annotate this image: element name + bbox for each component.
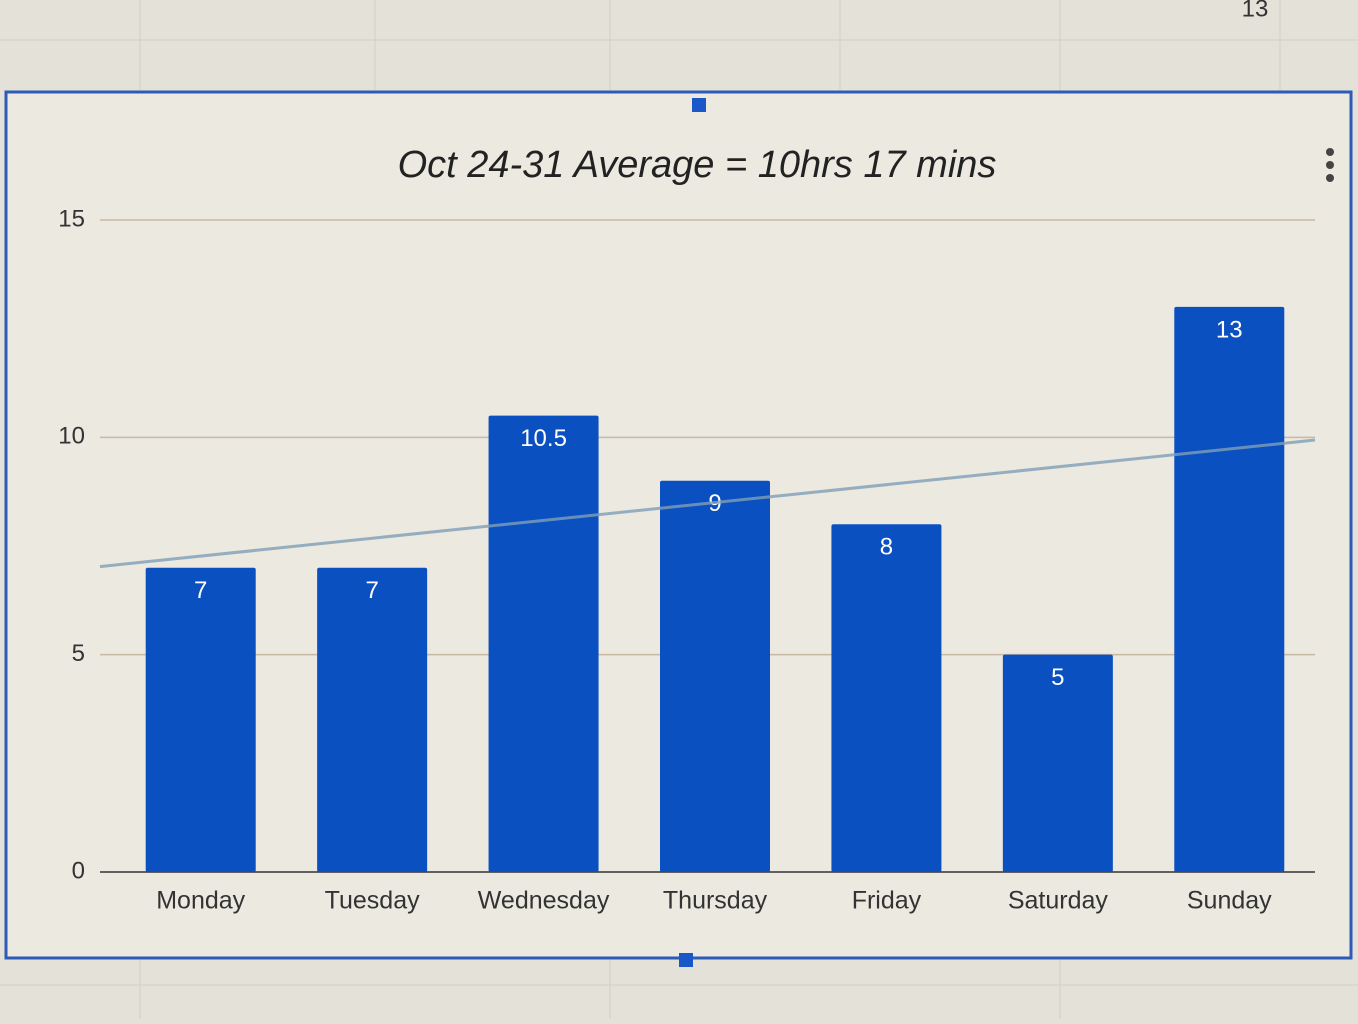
- x-tick-label: Saturday: [1008, 887, 1109, 915]
- bar: [317, 567, 428, 872]
- y-tick-label: 10: [58, 423, 85, 450]
- bar: [1002, 654, 1113, 872]
- x-tick-label: Friday: [852, 887, 922, 915]
- x-tick-label: Sunday: [1187, 887, 1272, 915]
- x-tick-label: Wednesday: [478, 887, 610, 915]
- chart-menu[interactable]: [1326, 148, 1334, 182]
- data-label: 7: [194, 577, 207, 604]
- x-tick-label: Thursday: [663, 887, 768, 915]
- data-label: 10.5: [520, 425, 567, 452]
- bar: [660, 480, 770, 872]
- data-label: 7: [365, 577, 378, 604]
- bar: [145, 567, 256, 872]
- bar: [488, 415, 599, 872]
- resize-handle[interactable]: [692, 98, 706, 112]
- y-tick-label: 15: [58, 205, 85, 232]
- sheet-cell: 13: [1242, 0, 1269, 22]
- y-tick-label: 0: [72, 857, 85, 884]
- bar: [831, 524, 942, 872]
- chart-title: Oct 24-31 Average = 10hrs 17 mins: [398, 144, 997, 186]
- x-tick-label: Tuesday: [325, 887, 420, 915]
- data-label: 13: [1216, 316, 1243, 343]
- trendline: [99, 438, 1316, 569]
- bar: [1174, 306, 1285, 872]
- data-label: 8: [880, 534, 893, 561]
- data-label: 5: [1051, 664, 1064, 691]
- x-tick-label: Monday: [156, 887, 245, 915]
- y-tick-label: 5: [72, 640, 85, 667]
- resize-handle[interactable]: [679, 953, 693, 967]
